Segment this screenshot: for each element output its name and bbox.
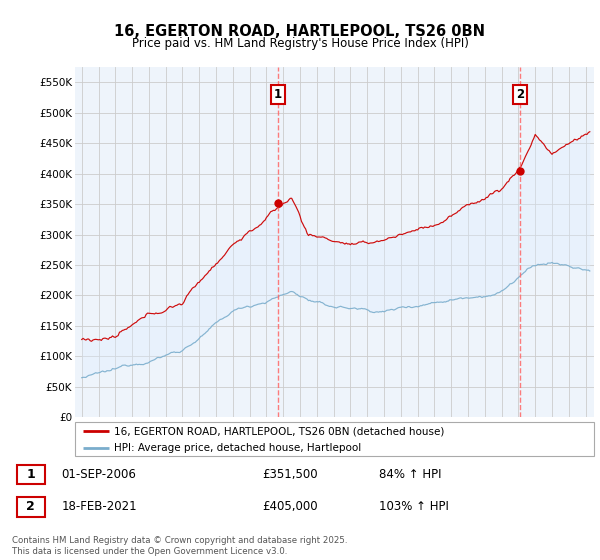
Text: 01-SEP-2006: 01-SEP-2006: [61, 468, 136, 481]
Text: HPI: Average price, detached house, Hartlepool: HPI: Average price, detached house, Hart…: [114, 443, 361, 452]
Text: 2: 2: [26, 500, 35, 514]
Text: 18-FEB-2021: 18-FEB-2021: [61, 500, 137, 514]
Text: 16, EGERTON ROAD, HARTLEPOOL, TS26 0BN (detached house): 16, EGERTON ROAD, HARTLEPOOL, TS26 0BN (…: [114, 426, 444, 436]
FancyBboxPatch shape: [75, 422, 594, 456]
Text: 84% ↑ HPI: 84% ↑ HPI: [379, 468, 441, 481]
Text: £405,000: £405,000: [262, 500, 318, 514]
Text: Price paid vs. HM Land Registry's House Price Index (HPI): Price paid vs. HM Land Registry's House …: [131, 37, 469, 50]
Text: 1: 1: [274, 88, 282, 101]
Text: £351,500: £351,500: [262, 468, 318, 481]
Text: Contains HM Land Registry data © Crown copyright and database right 2025.
This d: Contains HM Land Registry data © Crown c…: [12, 536, 347, 556]
Text: 2: 2: [517, 88, 524, 101]
FancyBboxPatch shape: [17, 465, 44, 484]
Text: 1: 1: [26, 468, 35, 481]
Text: 103% ↑ HPI: 103% ↑ HPI: [379, 500, 449, 514]
FancyBboxPatch shape: [17, 497, 44, 517]
Text: 16, EGERTON ROAD, HARTLEPOOL, TS26 0BN: 16, EGERTON ROAD, HARTLEPOOL, TS26 0BN: [115, 24, 485, 39]
